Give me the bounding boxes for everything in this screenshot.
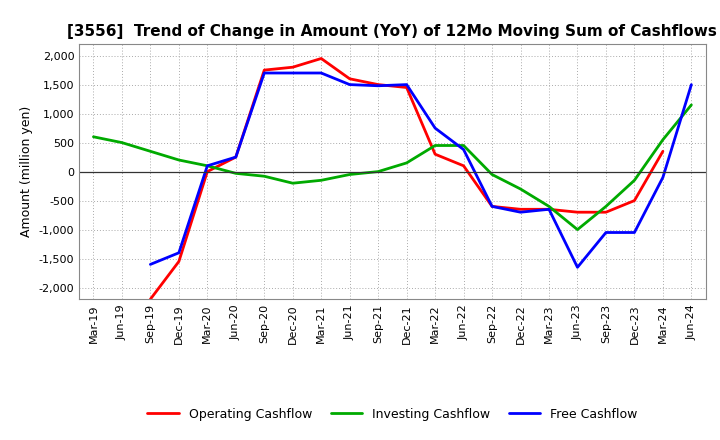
Investing Cashflow xyxy=(289,180,297,186)
Operating Cashflow xyxy=(374,82,382,87)
Investing Cashflow xyxy=(402,160,411,165)
Free Cashflow xyxy=(232,154,240,160)
Free Cashflow xyxy=(573,265,582,270)
Free Cashflow xyxy=(346,82,354,87)
Free Cashflow xyxy=(260,70,269,76)
Investing Cashflow xyxy=(346,172,354,177)
Investing Cashflow xyxy=(203,163,212,169)
Free Cashflow xyxy=(146,262,155,267)
Investing Cashflow xyxy=(573,227,582,232)
Operating Cashflow xyxy=(402,85,411,90)
Investing Cashflow xyxy=(174,158,183,163)
Operating Cashflow xyxy=(602,209,611,215)
Free Cashflow xyxy=(402,82,411,87)
Free Cashflow xyxy=(630,230,639,235)
Operating Cashflow xyxy=(630,198,639,203)
Investing Cashflow xyxy=(687,102,696,107)
Investing Cashflow xyxy=(232,171,240,176)
Line: Investing Cashflow: Investing Cashflow xyxy=(94,105,691,230)
Free Cashflow xyxy=(602,230,611,235)
Operating Cashflow xyxy=(659,149,667,154)
Investing Cashflow xyxy=(602,204,611,209)
Free Cashflow xyxy=(174,250,183,256)
Free Cashflow xyxy=(487,204,496,209)
Investing Cashflow xyxy=(545,204,554,209)
Operating Cashflow xyxy=(545,207,554,212)
Free Cashflow xyxy=(317,70,325,76)
Operating Cashflow xyxy=(487,204,496,209)
Operating Cashflow xyxy=(459,163,468,169)
Line: Operating Cashflow: Operating Cashflow xyxy=(150,59,663,299)
Operating Cashflow xyxy=(203,169,212,174)
Investing Cashflow xyxy=(146,149,155,154)
Operating Cashflow xyxy=(146,297,155,302)
Operating Cashflow xyxy=(289,65,297,70)
Operating Cashflow xyxy=(174,259,183,264)
Free Cashflow xyxy=(459,147,468,152)
Free Cashflow xyxy=(516,209,525,215)
Operating Cashflow xyxy=(346,76,354,81)
Investing Cashflow xyxy=(516,187,525,192)
Investing Cashflow xyxy=(459,143,468,148)
Investing Cashflow xyxy=(630,178,639,183)
Investing Cashflow xyxy=(117,140,126,145)
Operating Cashflow xyxy=(232,154,240,160)
Investing Cashflow xyxy=(317,178,325,183)
Investing Cashflow xyxy=(659,137,667,142)
Operating Cashflow xyxy=(260,67,269,73)
Operating Cashflow xyxy=(516,207,525,212)
Investing Cashflow xyxy=(487,172,496,177)
Investing Cashflow xyxy=(374,169,382,174)
Free Cashflow xyxy=(203,163,212,169)
Operating Cashflow xyxy=(431,151,439,157)
Operating Cashflow xyxy=(317,56,325,61)
Investing Cashflow xyxy=(89,134,98,139)
Free Cashflow xyxy=(289,70,297,76)
Operating Cashflow xyxy=(573,209,582,215)
Legend: Operating Cashflow, Investing Cashflow, Free Cashflow: Operating Cashflow, Investing Cashflow, … xyxy=(143,403,642,425)
Line: Free Cashflow: Free Cashflow xyxy=(150,73,691,268)
Y-axis label: Amount (million yen): Amount (million yen) xyxy=(20,106,33,237)
Investing Cashflow xyxy=(431,143,439,148)
Investing Cashflow xyxy=(260,174,269,179)
Free Cashflow xyxy=(431,125,439,131)
Title: [3556]  Trend of Change in Amount (YoY) of 12Mo Moving Sum of Cashflows: [3556] Trend of Change in Amount (YoY) o… xyxy=(68,24,717,39)
Free Cashflow xyxy=(374,83,382,88)
Free Cashflow xyxy=(545,207,554,212)
Free Cashflow xyxy=(659,175,667,180)
Free Cashflow xyxy=(687,82,696,87)
